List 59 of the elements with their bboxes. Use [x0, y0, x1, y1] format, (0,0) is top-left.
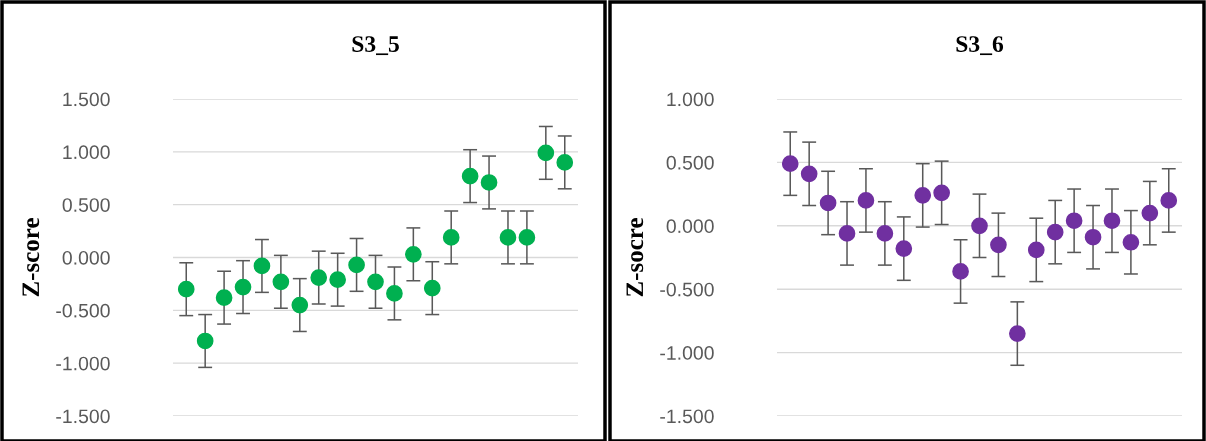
y-tick-label: -0.500 [660, 282, 714, 297]
point [499, 229, 517, 246]
point [253, 257, 271, 275]
y-tick-label: 1.000 [63, 145, 110, 160]
point [1160, 192, 1178, 209]
y-tick-label: 0.500 [62, 198, 110, 212]
point [234, 278, 252, 296]
point [1009, 325, 1026, 342]
y-tick-label: -1.500 [56, 409, 110, 424]
y-tick-label: -1.000 [660, 346, 714, 360]
point [857, 192, 875, 209]
point [461, 167, 479, 185]
point [442, 229, 460, 246]
y-tick-label: -1.500 [660, 409, 714, 424]
point [215, 289, 233, 306]
point [838, 225, 856, 242]
point [914, 187, 932, 204]
point [348, 256, 365, 274]
point [1122, 233, 1140, 251]
y-tick-label: 1.500 [63, 92, 110, 107]
point [952, 263, 969, 280]
point [556, 154, 574, 171]
point [895, 240, 913, 257]
point [196, 332, 214, 350]
point [876, 225, 894, 242]
chart-title: S3_5 [352, 36, 399, 56]
point [480, 174, 498, 191]
chart-title: S3_6 [956, 36, 1004, 56]
point [990, 236, 1007, 254]
point [971, 217, 988, 235]
point [1103, 212, 1121, 230]
point [1141, 204, 1159, 222]
point [1084, 228, 1102, 246]
point [800, 165, 818, 183]
point [386, 285, 403, 302]
y-tick-label: -1.000 [56, 356, 110, 371]
point [177, 280, 195, 298]
point [310, 269, 328, 286]
point [1046, 223, 1064, 241]
y-axis-title: Z-socre [626, 218, 644, 297]
y-tick-label: 0.000 [62, 250, 110, 265]
point [329, 271, 346, 289]
point [272, 273, 290, 291]
point [537, 144, 555, 162]
point [367, 273, 384, 291]
y-axis-title: Z-score [22, 218, 40, 297]
y-tick-label: -0.500 [56, 303, 110, 318]
y-tick-label: 1.000 [667, 92, 714, 107]
point [1027, 241, 1045, 259]
point [933, 184, 950, 202]
y-tick-label: 0.500 [666, 155, 714, 170]
point [781, 155, 799, 173]
point [405, 245, 422, 263]
point [819, 194, 837, 212]
y-tick-label: 0.000 [666, 219, 714, 234]
point [1065, 212, 1083, 230]
point [423, 279, 441, 297]
point [518, 229, 536, 246]
point [291, 296, 309, 314]
